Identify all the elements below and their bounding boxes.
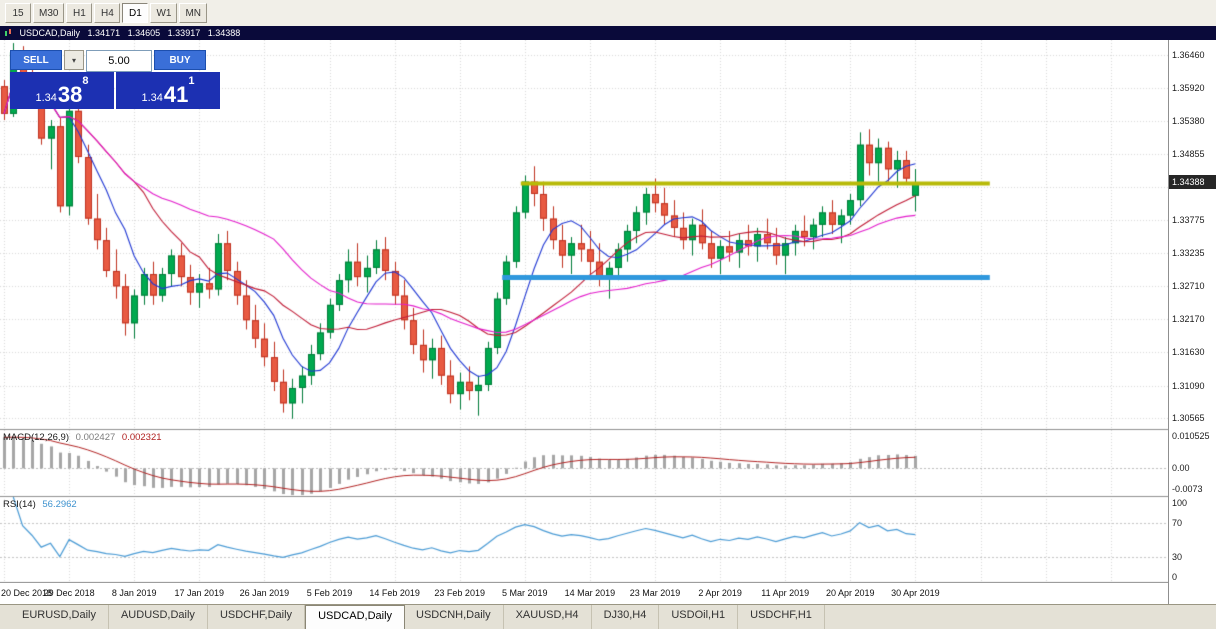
volume-input[interactable]: [86, 50, 152, 72]
macd-scale-label: 0.010525: [1172, 431, 1210, 441]
price-scale-label: 1.31090: [1172, 380, 1205, 391]
timeframes-toolbar: 15 M30 H1 H4 D1 W1 MN: [0, 0, 1216, 27]
time-axis-label: 30 Apr 2019: [891, 588, 940, 598]
chart-title: USDCAD,Daily: [19, 28, 81, 38]
price-scale-label: 1.32170: [1172, 313, 1205, 324]
time-axis-label: 29 Dec 2018: [43, 588, 95, 598]
rsi-indicator-label: RSI(14) 56.2962: [3, 499, 77, 510]
ohlc-open: 1.34171: [87, 28, 121, 38]
bid-big-digits: 38: [57, 82, 83, 107]
sell-button[interactable]: SELL: [10, 50, 62, 70]
buy-button[interactable]: BUY: [154, 50, 206, 70]
price-axis[interactable]: 1.34388 1.36460 1.35920 1.35380 1.34855 1.33…: [1168, 40, 1216, 605]
rsi-name: RSI(14): [3, 499, 36, 510]
chart-tab-USDCAD-Daily[interactable]: USDCAD,Daily: [305, 605, 406, 629]
rsi-scale-label: 30: [1172, 552, 1183, 563]
time-axis-label: 23 Mar 2019: [629, 588, 681, 598]
time-axis-label: 11 Apr 2019: [761, 588, 810, 598]
timeframe-button-H1[interactable]: H1: [66, 3, 93, 23]
macd-scale-label: 0.00: [1172, 463, 1190, 474]
price-scale-label: 1.35380: [1172, 116, 1205, 127]
chart-tab-USDCNH-Daily[interactable]: USDCNH,Daily: [404, 605, 504, 629]
rsi-scale-label: 0: [1172, 572, 1178, 582]
time-axis-label: 26 Jan 2019: [239, 588, 290, 598]
ohlc-low: 1.33917: [167, 28, 201, 38]
price-scale-label: 1.30565: [1172, 412, 1205, 423]
ohlc-close: 1.34388: [207, 28, 241, 38]
chart-tab-USDCHF-Daily[interactable]: USDCHF,Daily: [208, 605, 306, 629]
price-scale-label: 1.33775: [1172, 215, 1205, 226]
time-axis-label: 20 Apr 2019: [826, 588, 875, 598]
time-axis-label: 14 Mar 2019: [564, 588, 616, 598]
macd-scale-label: -0.0073: [1172, 484, 1203, 494]
price-scale-label: 1.32710: [1172, 280, 1205, 291]
timeframe-button-M30[interactable]: M30: [33, 3, 65, 23]
macd-name: MACD(12,26,9): [3, 432, 69, 443]
price-scale-label: 1.33235: [1172, 248, 1205, 259]
current-price-badge: 1.34388: [1169, 175, 1216, 190]
bid-price-box[interactable]: 1.34 38 8: [10, 72, 114, 109]
rsi-scale-label: 100: [1172, 498, 1188, 508]
chart-tab-XAUUSD-H4[interactable]: XAUUSD,H4: [504, 605, 592, 629]
price-chart-canvas[interactable]: [0, 40, 1168, 583]
time-axis-label: 2 Apr 2019: [698, 588, 742, 598]
bid-prefix: 1.34: [35, 92, 57, 104]
price-scale-label: 1.36460: [1172, 49, 1205, 60]
price-scale-label: 1.35920: [1172, 83, 1205, 94]
ask-price-box[interactable]: 1.34 41 1: [116, 72, 220, 109]
chart-plot-area: MACD(12,26,9) 0.002427 0.002321 RSI(14) …: [0, 40, 1168, 583]
ohlc-high: 1.34605: [127, 28, 161, 38]
timeframe-button-H4[interactable]: H4: [94, 3, 121, 23]
chevron-down-icon: ▾: [71, 55, 76, 65]
chart-tab-USDCHF-H1[interactable]: USDCHF,H1: [738, 605, 825, 629]
macd-main-value: 0.002427: [75, 432, 116, 443]
bid-pip-digit: 8: [82, 75, 89, 87]
time-axis-label: 23 Feb 2019: [434, 588, 485, 598]
ask-prefix: 1.34: [141, 92, 163, 104]
time-axis[interactable]: 20 Dec 2018 29 Dec 2018 8 Jan 2019 17 Jan 2…: [0, 583, 1168, 605]
ask-pip-digit: 1: [188, 75, 195, 87]
time-axis-label: 5 Mar 2019: [502, 588, 548, 598]
timeframe-button-D1[interactable]: D1: [122, 3, 149, 23]
chart-tab-EURUSD-Daily[interactable]: EURUSD,Daily: [10, 605, 109, 629]
rsi-value: 56.2962: [42, 499, 77, 510]
time-axis-label: 5 Feb 2019: [306, 588, 353, 598]
chart-tab-DJ30-H4[interactable]: DJ30,H4: [592, 605, 660, 629]
time-axis-label: 20 Dec 2018: [1, 588, 53, 598]
price-scale-label: 1.34855: [1172, 148, 1205, 159]
rsi-scale-label: 70: [1172, 517, 1183, 528]
time-axis-label: 8 Jan 2019: [111, 588, 157, 598]
time-axis-label: 17 Jan 2019: [174, 588, 225, 598]
chart-icon: [4, 27, 13, 36]
timeframe-button-15[interactable]: 15: [5, 3, 31, 23]
price-scale-label: 1.31630: [1172, 347, 1205, 358]
ask-big-digits: 41: [163, 82, 189, 107]
macd-signal-value: 0.002321: [121, 432, 162, 443]
chart-tab-USDOil-H1[interactable]: USDOil,H1: [659, 605, 739, 629]
chart-tabs-bar: EURUSD,Daily AUDUSD,Daily USDCHF,Daily USDC…: [0, 604, 1216, 629]
timeframe-button-W1[interactable]: W1: [150, 3, 178, 23]
volume-dropdown-button[interactable]: ▾: [64, 50, 84, 70]
macd-indicator-label: MACD(12,26,9) 0.002427 0.002321: [3, 432, 162, 443]
chart-window: USDCAD,Daily 1.34171 1.34605 1.33917 1.3…: [0, 26, 1216, 605]
timeframe-button-MN[interactable]: MN: [179, 3, 208, 23]
chart-tab-AUDUSD-Daily[interactable]: AUDUSD,Daily: [109, 605, 208, 629]
chart-title-bar: USDCAD,Daily 1.34171 1.34605 1.33917 1.3…: [0, 26, 1216, 40]
time-axis-label: 14 Feb 2019: [369, 588, 420, 598]
